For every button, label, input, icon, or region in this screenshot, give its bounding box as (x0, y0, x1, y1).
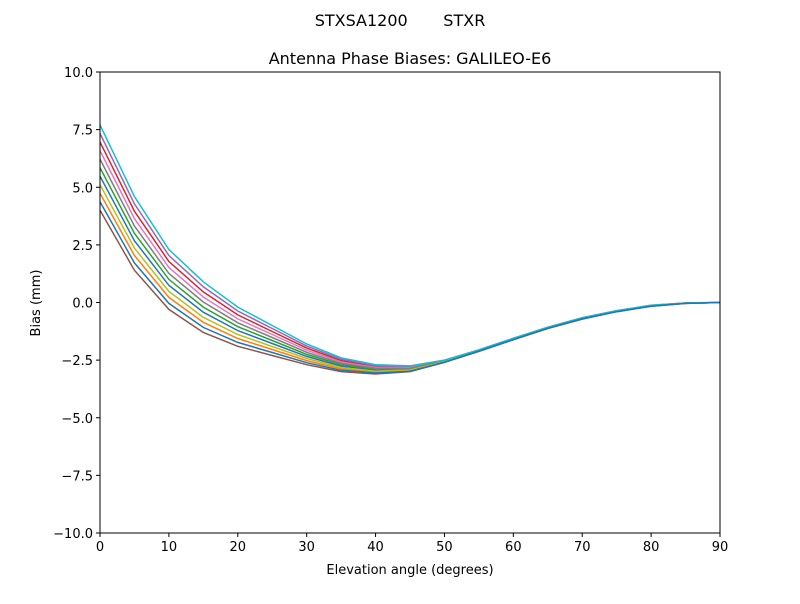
x-tick-label: 40 (367, 540, 384, 555)
chart-title: Antenna Phase Biases: GALILEO-E6 (269, 49, 552, 68)
y-axis: −10.0 −7.5 −5.0 −2.5 0.0 2.5 5.0 7.5 10.0 (53, 66, 100, 542)
y-axis-label: Bias (mm) (29, 270, 44, 337)
series-line-4 (99, 133, 721, 368)
x-tick-label: 60 (505, 540, 522, 555)
y-tick-label: −2.5 (61, 354, 93, 369)
series-line-9 (99, 124, 721, 367)
series-line-3 (99, 141, 721, 368)
series-line-5 (99, 209, 721, 375)
y-tick-label: −5.0 (61, 412, 93, 427)
series-line-2 (99, 167, 721, 371)
y-tick-label: 2.5 (72, 239, 93, 254)
x-tick-label: 30 (298, 540, 315, 555)
series-line-10 (99, 201, 721, 374)
series-line-7 (99, 158, 721, 370)
y-tick-label: −10.0 (53, 527, 93, 542)
x-tick-label: 70 (574, 540, 591, 555)
series-line-0 (99, 175, 721, 372)
x-tick-label: 0 (96, 540, 104, 555)
y-tick-label: −7.5 (61, 469, 93, 484)
x-tick-label: 90 (712, 540, 729, 555)
chart-suptitle: STXSA1200 STXR (315, 11, 486, 30)
y-tick-label: 10.0 (64, 66, 93, 81)
series-lines (99, 124, 721, 375)
y-tick-label: 0.0 (72, 297, 93, 312)
y-tick-label: 5.0 (72, 181, 93, 196)
x-tick-label: 10 (161, 540, 178, 555)
y-tick-label: 7.5 (72, 124, 93, 139)
x-tick-label: 20 (230, 540, 247, 555)
x-axis-label: Elevation angle (degrees) (326, 563, 493, 578)
series-line-6 (99, 150, 721, 369)
x-axis: 0 10 20 30 40 50 60 70 80 90 (96, 533, 728, 555)
x-tick-label: 50 (436, 540, 453, 555)
plot-frame (99, 71, 721, 534)
x-tick-label: 80 (643, 540, 660, 555)
